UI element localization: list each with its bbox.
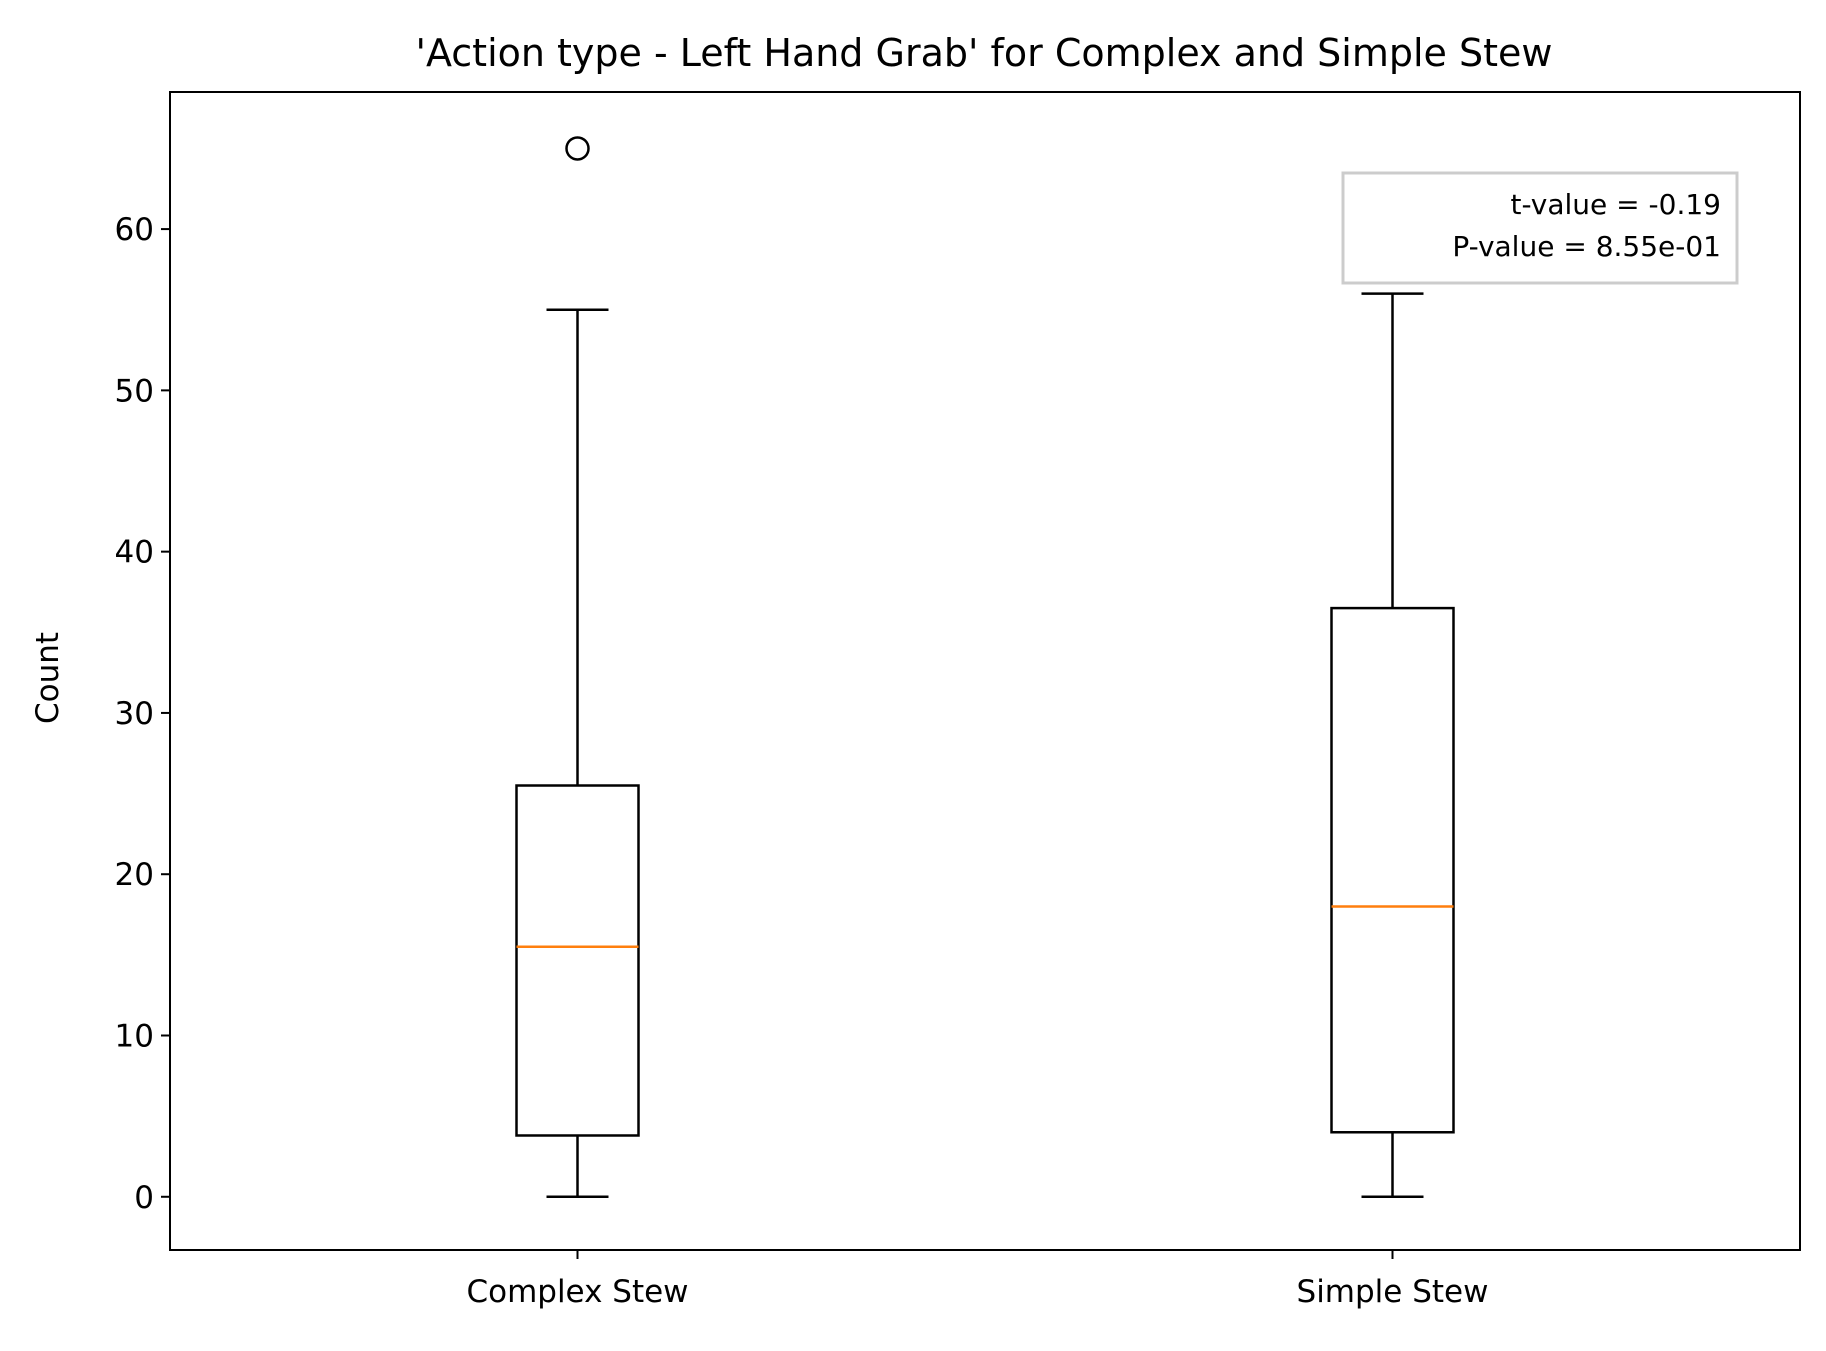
y-tick-label: 10	[115, 1018, 154, 1054]
complex-stew-outlier-point	[565, 136, 590, 161]
axes-frame	[169, 91, 1801, 1251]
y-tick-label: 60	[115, 212, 154, 248]
y-axis-label: Count	[30, 632, 66, 724]
t-value-text: t-value = -0.19	[1510, 188, 1721, 221]
chart-title: 'Action type - Left Hand Grab' for Compl…	[416, 31, 1553, 75]
y-tick-label: 20	[115, 857, 154, 893]
y-tick-label: 40	[115, 535, 154, 571]
stats-annotation-box	[1341, 171, 1739, 285]
y-tick-label: 50	[115, 373, 154, 409]
x-tick-label-simple-stew: Simple Stew	[1297, 1274, 1489, 1310]
simple-stew-box	[1330, 606, 1455, 1134]
plot-area: 0 10 20 30 40 50 60 Complex Stew Simple Stew t-va…	[115, 91, 1801, 1310]
x-tick-label-complex-stew: Complex Stew	[466, 1274, 688, 1310]
y-tick-label: 30	[115, 696, 154, 732]
y-tick-label: 0	[134, 1180, 154, 1216]
p-value-text: P-value = 8.55e-01	[1452, 230, 1721, 263]
complex-stew-box	[515, 784, 640, 1137]
